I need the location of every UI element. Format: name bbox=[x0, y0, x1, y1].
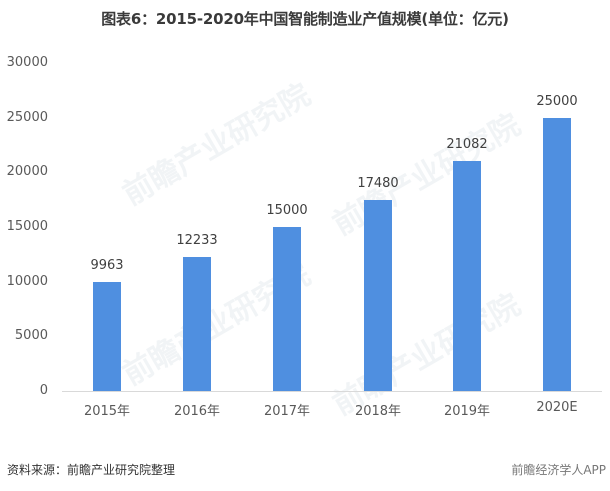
data-label: 15000 bbox=[266, 203, 308, 218]
y-tick-label: 25000 bbox=[6, 109, 48, 125]
brand-label: 前瞻经济学人APP bbox=[511, 463, 606, 477]
y-tick-label: 20000 bbox=[6, 164, 48, 180]
bar-2016年 bbox=[183, 257, 211, 391]
bar-2017年 bbox=[273, 227, 301, 391]
y-tick-label: 0 bbox=[39, 383, 48, 398]
y-tick-label: 10000 bbox=[6, 273, 48, 289]
x-tick-label: 2018年 bbox=[354, 404, 402, 419]
y-tick-label: 15000 bbox=[6, 219, 48, 234]
bar-2018年 bbox=[364, 199, 392, 391]
x-tick-label: 2016年 bbox=[173, 404, 221, 419]
x-axis-line bbox=[62, 391, 602, 392]
x-tick-label: 2015年 bbox=[83, 404, 131, 419]
x-tick-label: 2020E bbox=[536, 400, 578, 415]
data-label: 17480 bbox=[357, 175, 399, 191]
source-note: 资料来源：前瞻产业研究院整理 bbox=[7, 463, 176, 477]
x-tick-label: 2017年 bbox=[263, 404, 311, 419]
bar-2020E bbox=[543, 117, 571, 391]
bar-2015年 bbox=[93, 282, 121, 391]
data-label: 12233 bbox=[176, 233, 218, 249]
data-label: 21082 bbox=[446, 136, 488, 152]
y-tick-label: 5000 bbox=[14, 328, 48, 344]
data-label: 9963 bbox=[90, 258, 124, 274]
x-tick-label: 2019年 bbox=[443, 404, 491, 419]
chart-title: 图表6：2015-2020年中国智能制造业产值规模(单位：亿元) bbox=[101, 10, 509, 28]
y-tick-label: 30000 bbox=[6, 55, 48, 70]
bar-2019年 bbox=[453, 160, 481, 391]
data-label: 25000 bbox=[536, 93, 578, 109]
